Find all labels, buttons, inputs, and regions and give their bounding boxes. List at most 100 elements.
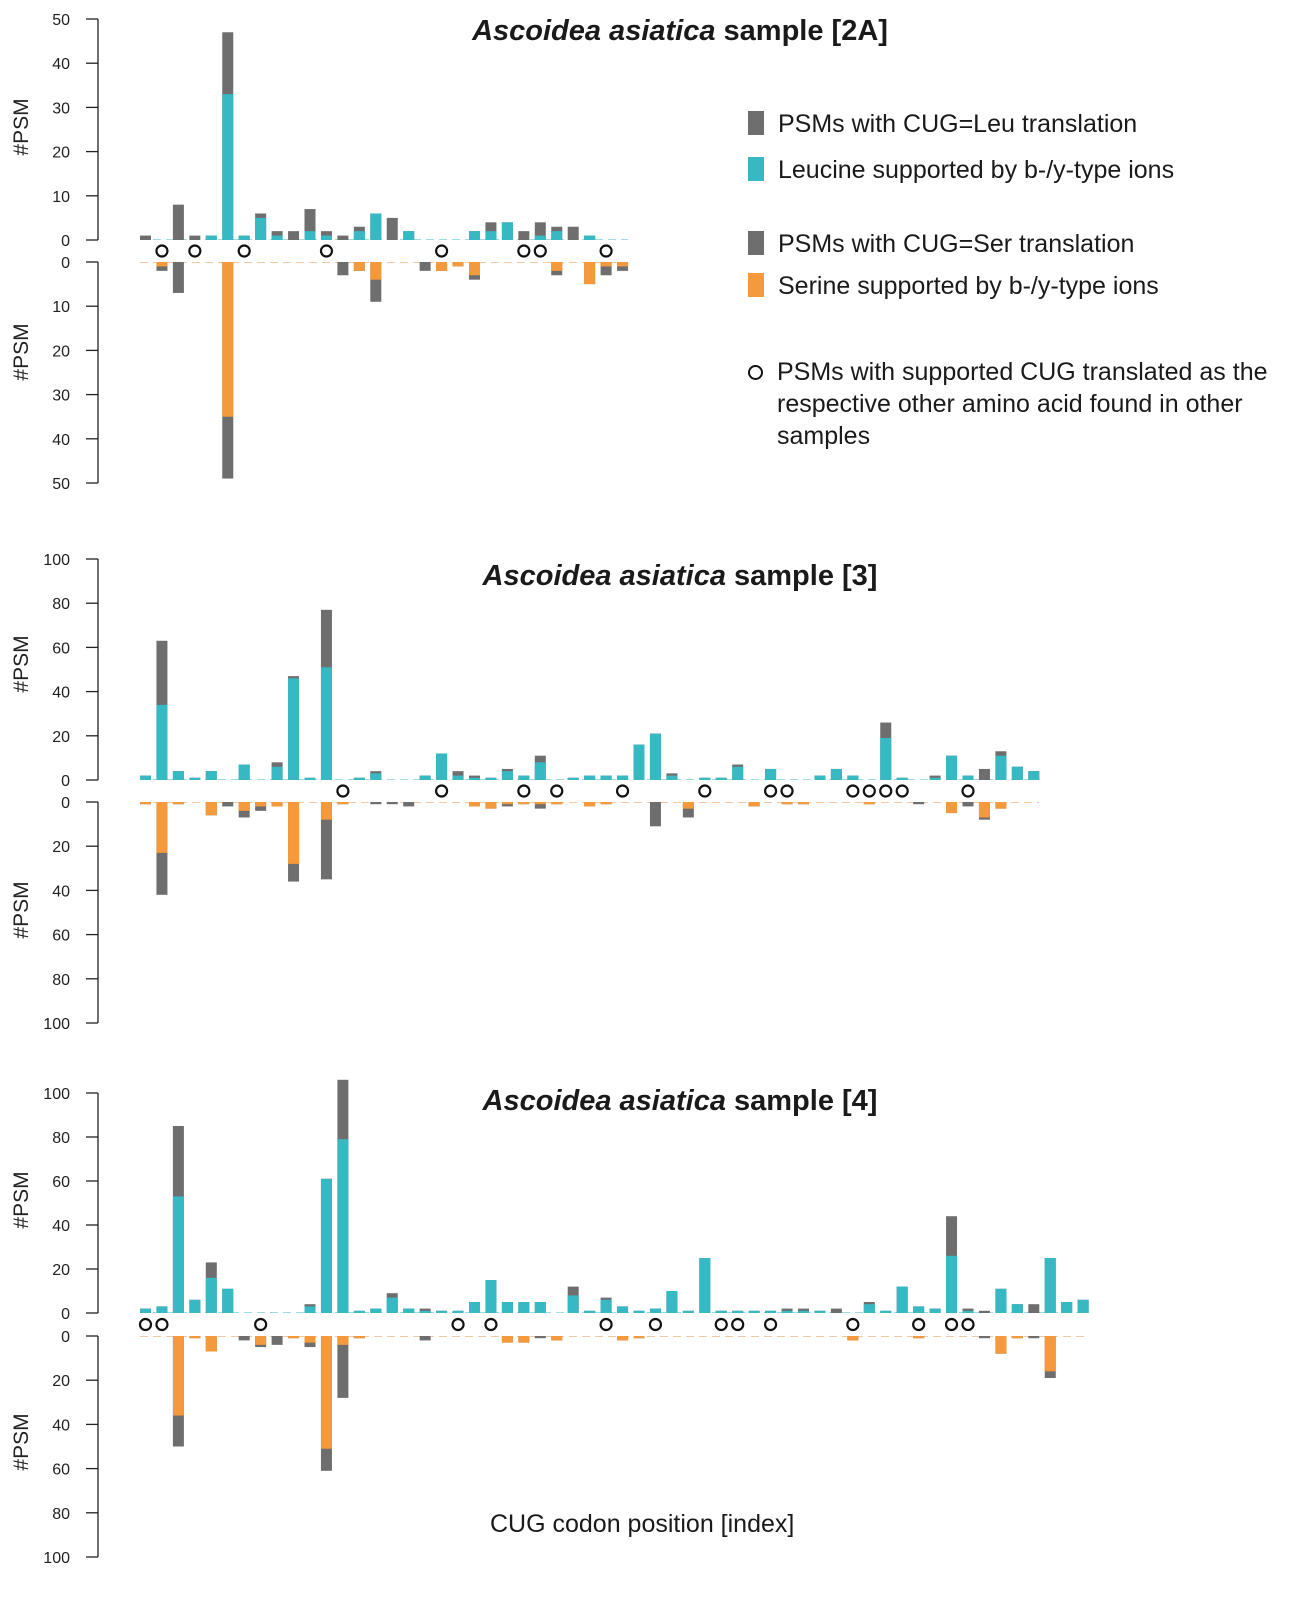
bar-ser-supported [633,1336,645,1339]
bar-leu-supported [732,766,744,780]
bar-leu-total [288,231,300,240]
bar-leu-total [830,1308,842,1313]
marker-circle [336,784,350,798]
marker-circle [763,784,778,798]
bar-leu-supported [551,231,563,240]
bar-leu-supported [863,1304,875,1313]
legend-label-leu-total: PSMs with CUG=Leu translation [778,110,1138,138]
y-tick-label-bottom: 80 [52,972,70,989]
legend-swatch-leu-total [748,111,764,135]
bar-leu-supported [452,1310,464,1313]
bar-leu-supported [320,1178,332,1313]
marker-circle [517,784,531,798]
bar-ser-supported [501,802,513,805]
marker-circle [846,784,860,798]
legend-label-ser-supported: Serine supported by b-/y-type ions [778,272,1159,300]
bar-leu-supported [172,771,184,780]
bar-leu-supported [896,1286,908,1313]
marker-circle [599,1317,613,1332]
marker-circle [550,784,564,798]
bar-ser-total [337,262,349,276]
bar-ser-supported [600,802,612,805]
bar-leu-supported [600,775,612,780]
bar-leu-supported [567,777,579,780]
bar-leu-supported [205,771,217,780]
y-tick-label-top: 0 [61,1306,70,1323]
bar-leu-supported [518,1302,530,1313]
y-tick-label-bottom: 50 [52,476,70,493]
legend-item-ser-supported: Serine supported by b-/y-type ions [748,270,1159,302]
bar-leu-supported [617,1306,629,1313]
bar-ser-supported [205,802,217,816]
marker-circle [435,784,449,798]
bar-ser-total [320,802,332,880]
bar-ser-supported [551,1336,563,1341]
bar-ser-supported [748,802,760,807]
bar-leu-supported [715,1310,727,1313]
y-tick-label-bottom: 40 [52,1417,70,1434]
marker-circle [879,784,893,798]
bar-leu-supported [205,235,217,240]
bar-leu-total [337,235,349,240]
bar-leu-supported [913,1306,925,1313]
bar-ser-supported [518,802,530,805]
bar-leu-supported [765,768,777,780]
bar-ser-total [419,1336,431,1341]
legend-label-leu-supported: Leucine supported by b-/y-type ions [778,156,1175,184]
bar-leu-supported [946,1255,958,1313]
bar-leu-supported [666,775,678,780]
bar-ser-supported [863,802,875,805]
y-tick-label-bottom: 40 [52,432,70,449]
marker-circle [615,784,630,798]
y-tick-label-bottom: 0 [61,795,70,812]
marker-circle [846,1317,860,1332]
bar-leu-total [567,226,579,240]
bar-ser-supported [337,1336,349,1345]
bar-leu-supported [962,775,974,780]
bar-leu-supported [469,231,480,240]
bar-ser-supported [288,802,300,864]
bar-leu-supported [238,764,250,780]
bar-leu-supported [830,768,842,780]
marker-circle [533,244,547,258]
bar-leu-supported [649,1308,661,1313]
y-tick-label-top: 60 [52,1174,70,1191]
bar-ser-supported [222,262,234,417]
bar-leu-supported [534,762,546,780]
bar-ser-supported [617,262,629,267]
y-tick-label-top: 20 [52,145,70,162]
bar-leu-supported [880,738,892,780]
y-tick-label-bottom: 30 [52,388,70,405]
bar-leu-supported [649,733,661,780]
bar-leu-supported [1028,771,1040,780]
y-tick-label-bottom: 0 [61,255,70,272]
bar-ser-supported [288,1336,300,1339]
bar-ser-total [534,802,546,809]
y-tick-label-bottom: 60 [52,1462,70,1479]
y-tick-label-bottom: 0 [61,1329,70,1346]
chart-title-species: Ascoidea asiatica [471,15,715,47]
chart-panel-1: 0 10 20 30 40 50 0 10 20 30 40 50 #PSM #PSM Ascoidea a… [10,12,888,493]
y-tick-label-top: 10 [52,189,70,206]
chart-title: Ascoidea asiatica sample [4] [482,1085,878,1117]
marker-circle [961,1317,975,1332]
bar-leu-total [518,231,530,240]
bar-leu-supported [765,1310,777,1313]
bar-ser-total [370,802,382,805]
marker-circle [763,1317,778,1332]
bar-ser-supported [551,262,563,271]
bar-ser-total [682,802,694,818]
bar-leu-supported [962,1310,974,1313]
bar-leu-supported [880,1310,892,1313]
bar-ser-total [978,1336,990,1339]
bar-leu-supported [946,755,958,780]
bar-leu-supported [469,1302,480,1313]
legend-circle-marker [748,365,763,380]
marker-circle [599,244,613,258]
y-tick-label-bottom: 60 [52,928,70,945]
bar-leu-supported [140,1308,151,1313]
marker-circle [435,244,449,258]
bar-ser-supported [469,262,480,276]
bar-leu-supported [1011,1304,1023,1313]
y-tick-label-bottom: 20 [52,839,70,856]
